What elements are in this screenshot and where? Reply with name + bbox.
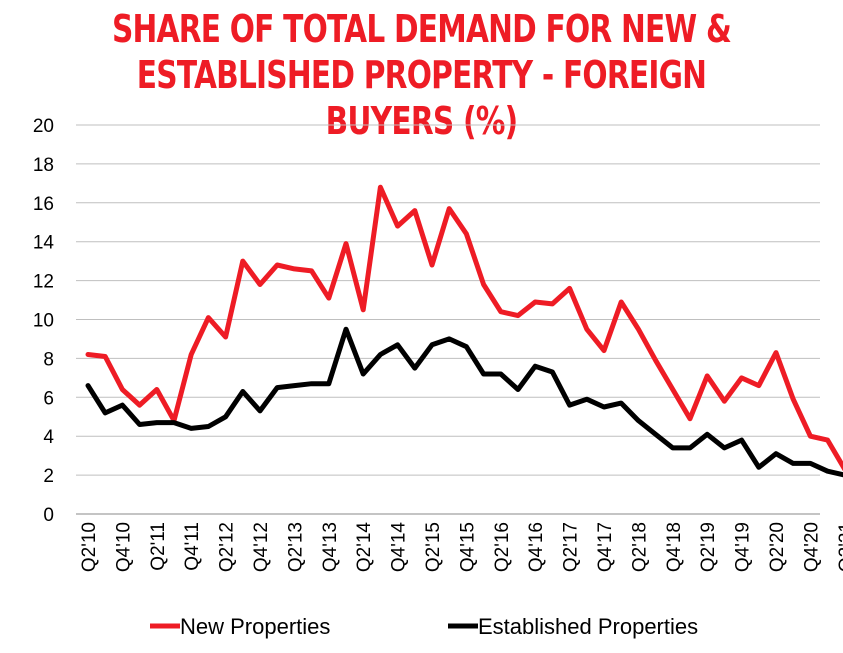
x-tick-label: Q2'14	[354, 522, 375, 573]
x-tick-label: Q2'15	[423, 522, 444, 572]
y-tick-label: 0	[43, 505, 54, 526]
series-line-new-properties	[85, 184, 843, 472]
x-tick-label: Q4'19	[733, 522, 754, 572]
x-tick-label: Q2'11	[148, 522, 169, 571]
y-tick-label: 6	[43, 388, 54, 409]
legend: New Properties Established Properties	[150, 614, 698, 639]
series-line-established-properties	[85, 326, 843, 478]
y-tick-label: 16	[33, 194, 54, 215]
x-tick-label: Q4'17	[595, 522, 616, 572]
x-tick-label: Q4'12	[251, 522, 272, 572]
y-tick-label: 18	[33, 155, 54, 176]
y-tick-label: 8	[43, 349, 54, 370]
y-tick-label: 4	[43, 427, 54, 448]
legend-label: New Properties	[180, 614, 330, 639]
y-tick-label: 20	[33, 116, 54, 137]
x-tick-label: Q2'19	[698, 522, 719, 572]
x-tick-label: Q2'16	[492, 522, 513, 572]
x-tick-label: Q4'18	[664, 522, 685, 572]
y-tick-label: 10	[33, 311, 54, 332]
x-tick-label: Q4'20	[801, 522, 822, 572]
x-tick-label: Q2'12	[217, 522, 238, 572]
chart-title-line-2: ESTABLISHED PROPERTY - FOREIGN BUYERS (%…	[136, 53, 707, 143]
chart-title: SHARE OF TOTAL DEMAND FOR NEW & ESTABLIS…	[93, 6, 751, 144]
gridlines	[76, 124, 820, 515]
y-tick-label: 14	[33, 233, 55, 254]
x-tick-label: Q2'17	[561, 522, 582, 572]
legend-label: Established Properties	[478, 614, 698, 639]
x-tick-label: Q2'20	[767, 522, 788, 572]
x-tick-label: Q4'10	[113, 522, 134, 572]
x-tick-label: Q2'10	[79, 522, 100, 572]
x-tick-label: Q2'21	[836, 522, 843, 572]
y-axis: 0 2 4 6 8 10 12 14 16 18 20	[33, 116, 55, 526]
x-tick-label: Q4'15	[457, 522, 478, 572]
series-lines	[85, 184, 843, 478]
x-tick-label: Q4'13	[320, 522, 341, 572]
x-tick-label: Q4'11	[182, 522, 203, 571]
chart-title-line-1: SHARE OF TOTAL DEMAND FOR NEW &	[111, 7, 732, 51]
x-tick-label: Q2'18	[629, 522, 650, 572]
y-tick-label: 2	[43, 466, 54, 487]
x-tick-label: Q2'13	[285, 522, 306, 572]
x-axis: Q2'10 Q4'10 Q2'11 Q4'11 Q2'12 Q4'12 Q2'13 Q4'13…	[79, 522, 843, 573]
x-tick-label: Q4'16	[526, 522, 547, 572]
x-tick-label: Q4'14	[389, 522, 410, 573]
y-tick-label: 12	[33, 272, 54, 293]
